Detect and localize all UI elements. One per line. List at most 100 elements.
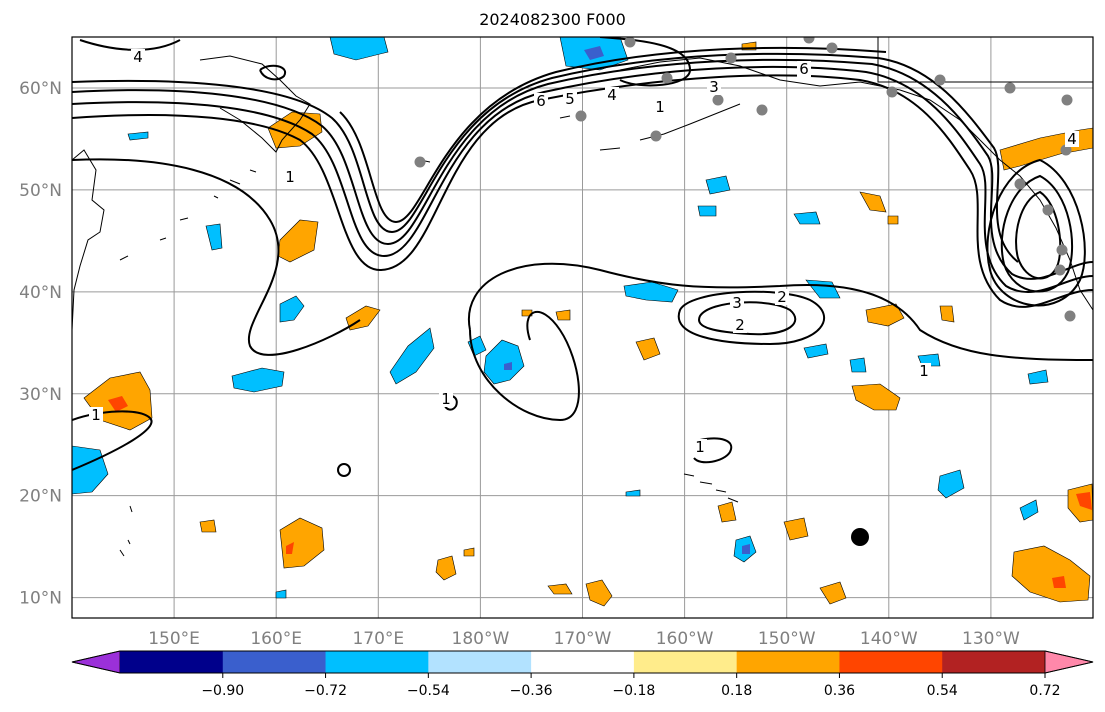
lon-tick-label: 180°W xyxy=(452,629,510,649)
contour-label-bg xyxy=(693,439,707,455)
station-dot xyxy=(712,94,724,106)
station-dot xyxy=(934,74,946,86)
lat-tick-label: 40°N xyxy=(19,283,62,303)
shade-blob xyxy=(717,501,737,523)
station-dot xyxy=(756,104,768,116)
contour-8 xyxy=(469,310,580,422)
coast-hawaii xyxy=(683,473,739,503)
shade-blob xyxy=(504,362,512,370)
colorbar xyxy=(71,650,1094,674)
station-dot xyxy=(575,110,587,122)
coast-kamchatka xyxy=(199,55,311,153)
contour-2 xyxy=(72,65,1093,293)
shade-blob xyxy=(697,205,717,217)
contour-label-bg xyxy=(730,295,744,311)
lat-tick-label: 10°N xyxy=(19,589,62,609)
contour-label-bg xyxy=(563,91,577,107)
coast-canada-box xyxy=(877,37,1093,83)
colorbar-extend-high xyxy=(1044,650,1094,674)
shade-blob xyxy=(127,131,149,141)
contour-label-bg xyxy=(775,289,789,305)
colorbar-segment xyxy=(531,651,635,673)
contour-label: 1 xyxy=(285,168,295,186)
shade-blob xyxy=(865,303,905,327)
lat-tick-label: 30°N xyxy=(19,385,62,405)
contour-label: 1 xyxy=(91,406,101,424)
shade-blob xyxy=(859,191,887,213)
lon-tick-label: 170°E xyxy=(352,629,404,649)
lat-tick-label: 20°N xyxy=(19,487,62,507)
colorbar-segment xyxy=(736,651,840,673)
coast-kurils xyxy=(119,169,257,261)
contour-3 xyxy=(72,58,1093,280)
lat-tick-label: 50°N xyxy=(19,181,62,201)
colorbar-segment xyxy=(942,651,1046,673)
shade-blob xyxy=(205,223,223,251)
map-title: 2024082300 F000 xyxy=(479,10,626,29)
shade-blob xyxy=(742,544,750,554)
contour-label: 1 xyxy=(655,98,665,116)
contour-label-bg xyxy=(653,99,667,115)
shade-blob xyxy=(463,547,475,557)
station-markers xyxy=(414,37,1076,322)
shade-blob xyxy=(1019,499,1039,521)
station-dot xyxy=(650,130,662,142)
lon-tick-label: 150°E xyxy=(148,629,200,649)
contour-label: 1 xyxy=(919,362,929,380)
shade-blob xyxy=(231,367,285,393)
shade-blob xyxy=(108,396,128,412)
contour-18 xyxy=(79,39,181,51)
shade-blob xyxy=(199,519,217,533)
colorbar-tick-label: 0.36 xyxy=(824,683,855,699)
contour-label-bg xyxy=(534,93,548,109)
colorbar-tick-label: −0.72 xyxy=(304,683,347,699)
station-dot xyxy=(725,52,737,64)
contour-label: 6 xyxy=(799,60,809,78)
shade-blob xyxy=(1052,576,1066,588)
lon-tick-label: 170°W xyxy=(554,629,612,649)
colorbar-tick-label: 0.54 xyxy=(927,683,958,699)
colorbar-tick-label: −0.54 xyxy=(407,683,450,699)
shade-blob xyxy=(286,542,294,554)
colorbar-tick-label: −0.90 xyxy=(201,683,244,699)
shade-blob xyxy=(72,445,109,495)
shade-blob xyxy=(937,469,965,499)
contour-label: 3 xyxy=(732,294,742,312)
shade-blob xyxy=(389,327,435,385)
contour-5 xyxy=(339,46,887,224)
station-dot xyxy=(803,37,815,44)
station-dot xyxy=(1014,178,1026,190)
station-dot xyxy=(1061,94,1073,106)
contour-16 xyxy=(1000,174,1074,293)
shade-blob xyxy=(555,309,571,321)
colorbar-segment xyxy=(839,651,943,673)
shade-blob xyxy=(939,305,955,323)
shade-blob xyxy=(279,517,325,569)
lon-tick-label: 160°W xyxy=(656,629,714,649)
colorbar-segment xyxy=(222,651,327,673)
contour-20 xyxy=(599,37,692,87)
shade-blob xyxy=(793,211,821,225)
contour-6 xyxy=(72,158,361,356)
colorbar-labels: −0.90 −0.72 −0.54 −0.36 −0.18 0.18 0.36 0.54 0.7… xyxy=(201,673,1061,699)
lon-tick-label: 150°W xyxy=(758,629,816,649)
colorbar-tick-label: 0.18 xyxy=(721,683,752,699)
shade-blob xyxy=(267,111,323,149)
contour-label-bg xyxy=(797,61,811,77)
shade-blob xyxy=(483,339,525,385)
shade-blob xyxy=(277,219,319,263)
lon-tick-label: 140°W xyxy=(860,629,918,649)
contour-label: 4 xyxy=(1067,130,1077,148)
station-dot xyxy=(1054,264,1066,276)
contour-label-bg xyxy=(605,87,619,103)
lon-tick-label: 130°W xyxy=(962,629,1020,649)
shade-blob xyxy=(279,295,305,323)
map-frame xyxy=(71,36,1094,619)
colorbar-extend-low xyxy=(71,650,121,674)
contour-label: 4 xyxy=(607,86,617,104)
shade-blob xyxy=(275,589,287,599)
contour-label-bg xyxy=(283,169,297,185)
contour-label: 3 xyxy=(709,78,719,96)
station-dot xyxy=(1042,204,1054,216)
contour-17 xyxy=(1015,190,1062,280)
